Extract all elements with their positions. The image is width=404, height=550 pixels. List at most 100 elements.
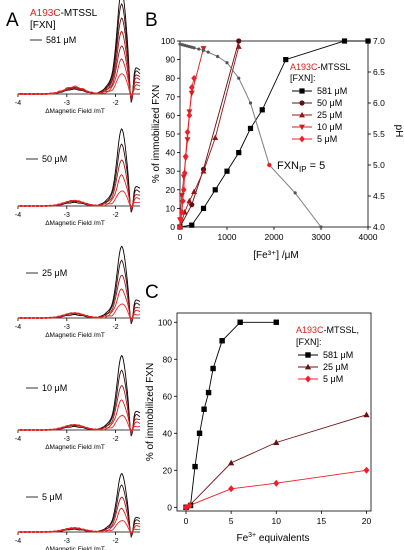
panel-b-ph-curve [178, 42, 323, 229]
panel-c-legend-marker [305, 375, 311, 383]
panel-c-legend-mutant: A193C [296, 325, 324, 335]
panel-c-data-point [363, 411, 370, 418]
panel-c-x-tick-label: 15 [317, 516, 327, 526]
panel-b-data-point [179, 208, 185, 216]
panel-c-data-point [273, 439, 280, 445]
panel-b-data-point [182, 152, 189, 160]
panel-b-legend-title: A193C-MTSSL [290, 62, 351, 72]
panel-b-legend-label: 50 μM [317, 98, 342, 108]
panel-b-ph-point [192, 46, 196, 50]
panel-c-legend-label: 25 μM [323, 362, 348, 372]
epr-subpanel-tick-label: -3 [64, 436, 70, 443]
panel-b-ph-point [237, 76, 241, 80]
panel-c-series-line [185, 469, 367, 508]
panel-b-data-point [341, 38, 348, 44]
panel-b-data-point [283, 57, 289, 63]
panel-c-y-tick-label: 40 [163, 428, 173, 438]
panel-b-label: B [145, 10, 158, 31]
panel-c-xlabel: Fe3+ equivalents [236, 532, 309, 544]
panel-b-y-tick-label: 30 [166, 166, 176, 176]
panel-b-series-line [179, 40, 240, 228]
panel-a-mutant-name: A193C [30, 8, 61, 19]
panel-b-data-point [178, 216, 184, 223]
panel-b-data-point [212, 187, 218, 193]
panel-b-xlabel: [Fe³⁺] /μM [253, 250, 298, 261]
panel-b-data-point [184, 128, 191, 136]
panel-c-series [182, 319, 370, 511]
panel-b-legend-label: 5 μM [317, 134, 337, 144]
epr-spectrum-trace [17, 414, 141, 432]
epr-subpanel-tick-label: -4 [15, 538, 21, 545]
epr-spectrum-trace [17, 174, 141, 210]
panel-b-legend-suffix: -MTSSL [318, 62, 351, 72]
epr-subpanel: -4 -3 -2 ΔMagnetic Field /mT 581 μM [15, 0, 141, 115]
epr-subpanel-tick-label: -2 [112, 436, 118, 443]
panel-b-y-tick-label: 0 [170, 222, 175, 232]
panel-b-data-point [235, 43, 242, 49]
panel-c-data-point [228, 485, 235, 493]
epr-spectrum-trace [17, 73, 141, 97]
panel-c-x-tick-label: 10 [272, 516, 282, 526]
panel-c-legend: A193C-MTSSL, [FXN]: 581 μM 25 μM 5 μM [296, 325, 359, 384]
epr-subpanels: -4 -3 -2 ΔMagnetic Field /mT 581 μM -4 -3 -2 ΔMa… [15, 0, 141, 550]
panel-c-legend-title: A193C-MTSSL, [296, 325, 359, 335]
epr-subpanel-tick-label: -2 [112, 100, 118, 107]
epr-subpanel-xlabel: ΔMagnetic Field /mT [45, 332, 105, 339]
panel-b-data-point [365, 38, 371, 44]
panel-b-legend-mutant: A193C [290, 62, 318, 72]
panel-b-legend-title2: [FXN]: [290, 73, 316, 83]
panel-b-data-point [188, 84, 195, 91]
panel-b-ph-point [201, 48, 206, 52]
panel-b-data-point [224, 168, 230, 174]
epr-subpanel-tick-label: -4 [15, 212, 21, 219]
panel-a-label: A [6, 10, 19, 31]
panel-b-legend-marker [299, 88, 305, 94]
epr-spectrum-trace [17, 245, 141, 324]
epr-subpanel-tick-label: -3 [64, 100, 70, 107]
panel-b-ip-point [267, 162, 272, 168]
epr-spectrum-trace [17, 507, 141, 535]
panel-c-plot-frame [176, 312, 372, 512]
panel-b-series [177, 38, 371, 231]
panel-c-legend-label: 581 μM [323, 350, 353, 360]
epr-spectrum-trace [17, 520, 141, 534]
panel-b-ph-point [197, 47, 201, 51]
epr-spectrum-trace [17, 399, 141, 434]
panel-b-x-tick-label: 3000 [312, 232, 331, 242]
epr-subpanel-conc-label: 5 μM [42, 492, 62, 502]
panel-c-data-point [228, 459, 235, 466]
panel-c-data-point [192, 463, 198, 470]
panel-b-data-point [177, 223, 183, 231]
panel-b-legend: A193C-MTSSL [FXN]: 581 μM 50 μM 25 μM 10 μM… [290, 62, 351, 144]
panel-c-y-tick-label: 60 [163, 391, 173, 401]
panel-b-ip-sub: IP [299, 165, 307, 174]
panel-c-legend-items: 581 μM 25 μM 5 μM [298, 350, 353, 384]
panel-c-data-point [210, 365, 216, 372]
panel-b-data-point [212, 134, 219, 141]
panel-b-data-point [180, 186, 187, 194]
panel-b-y-tick-label: 40 [166, 148, 176, 158]
panel-b-legend-marker [299, 124, 305, 131]
panel-c-data-point [273, 319, 279, 325]
panel-b-legend-marker [299, 135, 305, 143]
epr-spectrum-trace [17, 288, 141, 322]
panel-b-ph-point [248, 101, 253, 105]
panel-c-legend-marker [304, 363, 312, 370]
panel-b-x-tick-label: 4000 [359, 232, 378, 242]
panel-b-data-point [200, 168, 207, 174]
panel-b-ph-point [319, 225, 323, 229]
panel-c-legend-marker [305, 352, 311, 358]
epr-spectrum-trace [17, 58, 141, 98]
epr-subpanel: -4 -3 -2 ΔMagnetic Field /mT 25 μM [15, 245, 141, 339]
epr-subpanel-xlabel: ΔMagnetic Field /mT [45, 546, 105, 550]
panel-b-x-tick-label: 0 [178, 232, 183, 242]
panel-c-data-point [363, 466, 370, 474]
panel-b-legend-marker [299, 111, 305, 118]
panel-c-data-point [186, 501, 193, 509]
epr-subpanel: -4 -3 -2 ΔMagnetic Field /mT 10 μM [15, 354, 141, 451]
panel-b-data-point [236, 38, 242, 44]
panel-b-data-point [188, 90, 195, 97]
panel-b-y2-tick-label: 5.0 [373, 160, 385, 170]
epr-subpanel-xlabel: ΔMagnetic Field /mT [45, 108, 105, 115]
